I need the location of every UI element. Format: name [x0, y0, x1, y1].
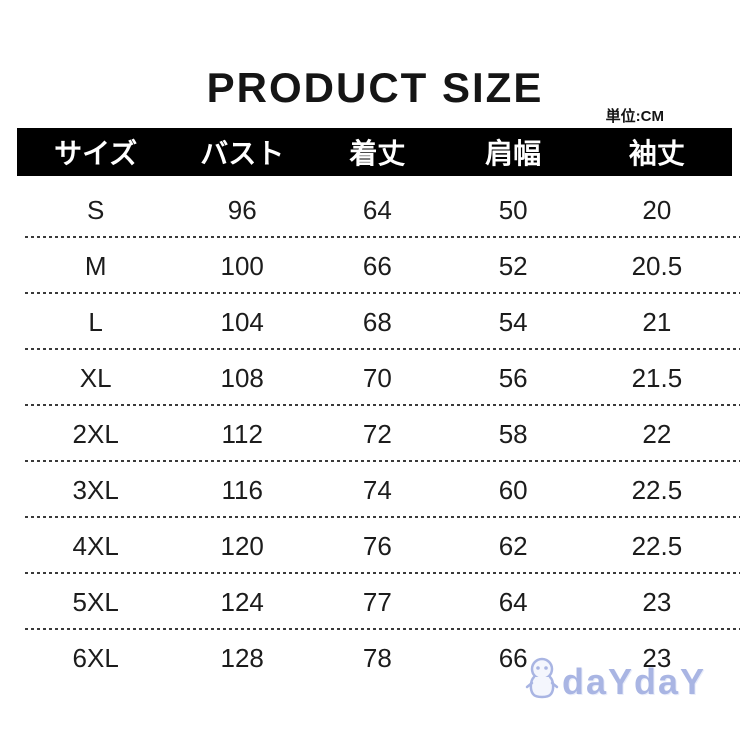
table-header-row: サイズ バスト 着丈 肩幅 袖丈 — [17, 128, 732, 176]
measurement-cell: 128 — [220, 642, 264, 673]
measurement-cell: 54 — [498, 306, 528, 337]
measurement-cell: 108 — [220, 362, 264, 393]
measurement-cell: 20 — [642, 194, 672, 225]
measurement-cell: 52 — [498, 250, 528, 281]
measurement-cell: 100 — [220, 250, 264, 281]
measurement-cell: 56 — [498, 362, 528, 393]
measurement-cell: 64 — [498, 586, 528, 617]
table-row: 5XL 124 77 64 23 — [17, 574, 740, 630]
measurement-cell: 23 — [642, 642, 672, 673]
measurement-cell: 120 — [220, 530, 264, 561]
measurement-cell: 22.5 — [631, 530, 683, 561]
measurement-cell: 50 — [498, 194, 528, 225]
size-cell: 6XL — [72, 642, 119, 673]
measurement-cell: 124 — [220, 586, 264, 617]
measurement-cell: 76 — [362, 530, 392, 561]
table-body: S 96 64 50 20 M 100 66 52 20.5 L 104 68 54 21 XL 108 70 56… — [17, 182, 740, 686]
measurement-cell: 66 — [498, 642, 528, 673]
size-cell: 3XL — [72, 474, 119, 505]
size-cell: S — [86, 194, 105, 225]
measurement-cell: 68 — [362, 306, 392, 337]
column-header-length: 着丈 — [349, 138, 406, 169]
table-row: 4XL 120 76 62 22.5 — [17, 518, 740, 574]
column-header-sleeve: 袖丈 — [628, 138, 685, 169]
column-header-shoulder: 肩幅 — [485, 138, 542, 169]
size-cell: 4XL — [72, 530, 119, 561]
measurement-cell: 21 — [642, 306, 672, 337]
measurement-cell: 20.5 — [631, 250, 683, 281]
measurement-cell: 22.5 — [631, 474, 683, 505]
size-cell: 5XL — [72, 586, 119, 617]
unit-label: 単位:CM — [605, 108, 664, 125]
measurement-cell: 96 — [227, 194, 257, 225]
measurement-cell: 72 — [362, 418, 392, 449]
size-cell: M — [84, 250, 107, 281]
column-header-size: サイズ — [54, 138, 138, 169]
measurement-cell: 70 — [362, 362, 392, 393]
measurement-cell: 23 — [642, 586, 672, 617]
table-row: L 104 68 54 21 — [17, 294, 740, 350]
size-cell: L — [88, 306, 103, 337]
measurement-cell: 60 — [498, 474, 528, 505]
measurement-cell: 66 — [362, 250, 392, 281]
measurement-cell: 58 — [498, 418, 528, 449]
measurement-cell: 104 — [220, 306, 264, 337]
column-header-bust: バスト — [200, 138, 285, 169]
measurement-cell: 74 — [362, 474, 392, 505]
measurement-cell: 116 — [221, 474, 263, 505]
measurement-cell: 77 — [362, 586, 392, 617]
table-row: XL 108 70 56 21.5 — [17, 350, 740, 406]
size-cell: 2XL — [72, 418, 119, 449]
size-cell: XL — [79, 362, 112, 393]
table-row: 2XL 112 72 58 22 — [17, 406, 740, 462]
measurement-cell: 21.5 — [631, 362, 683, 393]
table-row: 3XL 116 74 60 22.5 — [17, 462, 740, 518]
page-title: PRODUCT SIZE — [206, 64, 544, 111]
table-row: 6XL 128 78 66 23 — [17, 630, 732, 686]
measurement-cell: 78 — [362, 642, 392, 673]
measurement-cell: 64 — [362, 194, 392, 225]
measurement-cell: 112 — [221, 418, 263, 449]
measurement-cell: 22 — [642, 418, 672, 449]
table-row: S 96 64 50 20 — [17, 182, 740, 238]
measurement-cell: 62 — [498, 530, 528, 561]
table-row: M 100 66 52 20.5 — [17, 238, 740, 294]
